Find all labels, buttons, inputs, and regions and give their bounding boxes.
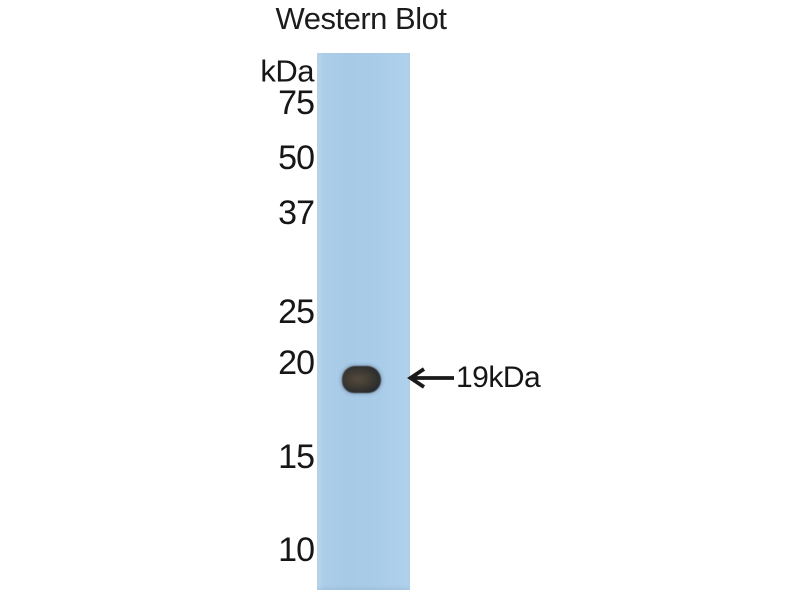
left-arrow-icon: [407, 367, 454, 389]
band-annotation: 19kDa: [406, 361, 541, 394]
ladder-marker-75: 75: [278, 84, 315, 122]
blot-lane: [317, 53, 410, 590]
ladder-marker-20: 20: [278, 344, 315, 382]
ladder-marker-25: 25: [278, 293, 315, 331]
ladder-marker-10: 10: [278, 531, 315, 569]
ladder-marker-50: 50: [278, 139, 315, 177]
protein-band: [342, 366, 381, 393]
ladder-marker-37: 37: [278, 194, 315, 232]
figure-title: Western Blot: [275, 1, 447, 36]
band-weight-label: 19kDa: [456, 361, 541, 394]
ladder-marker-15: 15: [278, 438, 315, 476]
ladder-unit-label: kDa: [260, 53, 314, 89]
